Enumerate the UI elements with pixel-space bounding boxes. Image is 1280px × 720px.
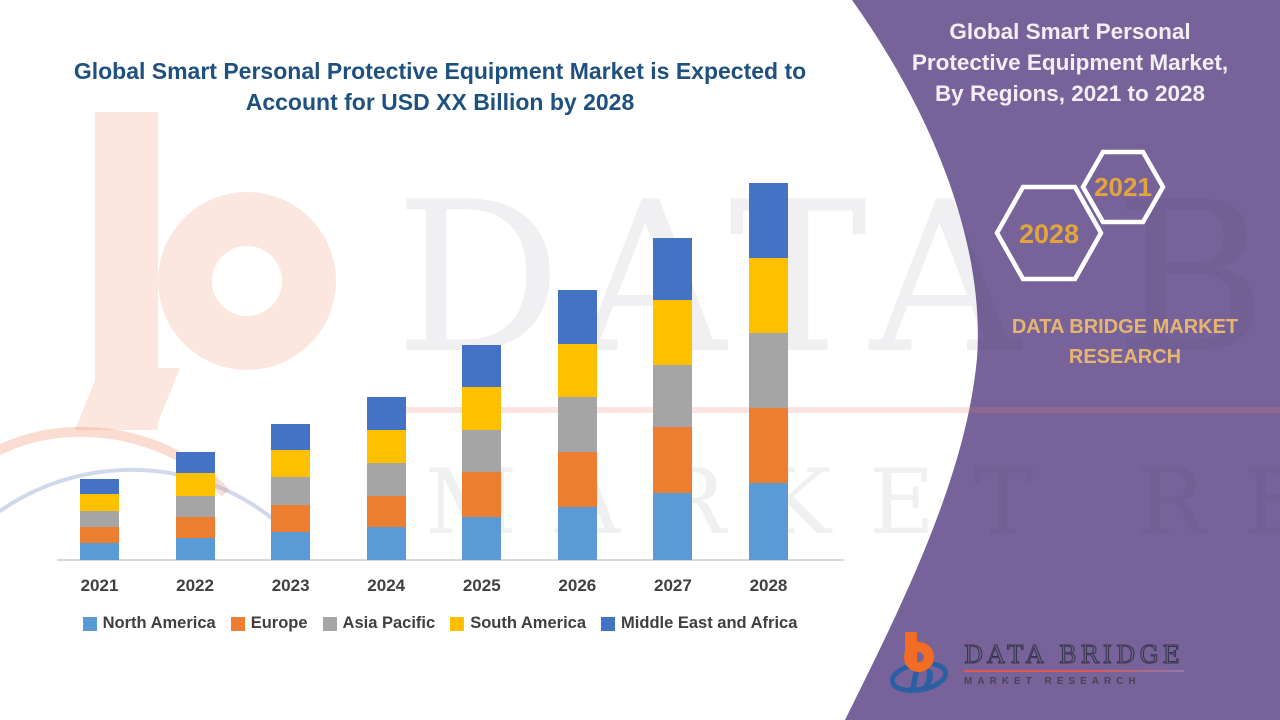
legend-label: South America — [470, 614, 587, 632]
brand-heading: DATA BRIDGE MARKET RESEARCH — [1011, 316, 1239, 368]
legend-label: North America — [102, 614, 216, 632]
bar-segment-europe — [748, 408, 788, 483]
bar-segment-europe — [366, 496, 406, 527]
x-axis-line — [57, 559, 844, 561]
bar-segment-asia-pacific — [462, 430, 502, 472]
legend-swatch — [601, 616, 616, 631]
bar-segment-asia-pacific — [748, 333, 788, 408]
legend-swatch — [322, 616, 337, 631]
bar-segment-asia-pacific — [175, 496, 215, 517]
chart-title: Global Smart Personal Protective Equipme… — [73, 58, 807, 115]
legend-label: Middle East and Africa — [621, 614, 798, 632]
bar-segment-south-america — [175, 473, 215, 496]
bar-segment-middle-east-and-africa — [175, 452, 215, 473]
bar-segment-middle-east-and-africa — [557, 290, 597, 344]
purple-panel-shape — [845, 0, 1280, 720]
bar-segment-europe — [271, 505, 311, 532]
x-axis-label-2021: 2021 — [80, 576, 119, 595]
bar-segment-europe — [462, 472, 502, 517]
legend-item-north-america: North America — [82, 614, 216, 633]
logo-text: DATA BRIDGE MARKET RESEARCH — [963, 640, 1185, 687]
legend-item-middle-east-and-africa: Middle East and Africa — [601, 614, 797, 633]
bar-segment-europe — [175, 517, 215, 538]
legend-swatch — [230, 616, 245, 631]
bar-segment-south-america — [366, 430, 406, 463]
hexagon-2028-year: 2028 — [1019, 219, 1079, 249]
x-axis-label-2024: 2024 — [367, 576, 406, 595]
legend-swatch — [450, 616, 465, 631]
bar-segment-asia-pacific — [557, 397, 597, 452]
legend-label: Europe — [250, 614, 308, 632]
x-axis-label-2023: 2023 — [271, 576, 310, 595]
legend-swatch — [82, 616, 97, 631]
logo-mark-icon: D — [889, 632, 949, 697]
bar-segment-asia-pacific — [653, 365, 693, 427]
bar-segment-north-america — [748, 483, 788, 560]
bar-segment-europe — [653, 427, 693, 493]
bar-segment-asia-pacific — [271, 477, 311, 505]
bar-segment-south-america — [748, 258, 788, 333]
hexagon-2021-year: 2021 — [1094, 172, 1152, 202]
bar-segment-south-america — [80, 494, 119, 511]
watermark-underline — [400, 407, 1280, 413]
bar-segment-middle-east-and-africa — [462, 345, 502, 387]
bar-chart: 2021 2022 2023 2024 2025 2026 2027 2028 — [57, 183, 844, 595]
logo-divider — [964, 669, 1185, 672]
chart-legend: North America Europe Asia Pacific South Ame… — [0, 614, 880, 633]
bar-segment-middle-east-and-africa — [748, 183, 788, 258]
bar-segment-middle-east-and-africa — [271, 424, 311, 450]
bar-segment-europe — [80, 527, 119, 543]
x-axis-label-2027: 2027 — [653, 576, 692, 595]
legend-item-south-america: South America — [450, 614, 586, 633]
x-axis-label-2025: 2025 — [462, 576, 501, 595]
x-axis-label-2026: 2026 — [558, 576, 597, 595]
company-logo: D DATA BRIDGE MARKET RESEARCH — [888, 630, 1185, 698]
bar-segment-south-america — [271, 450, 311, 477]
logo-b-bowl — [904, 642, 934, 672]
x-axis-label-2028: 2028 — [749, 576, 788, 595]
legend-label: Asia Pacific — [342, 614, 436, 632]
panel-heading: Global Smart Personal Protective Equipme… — [911, 19, 1229, 106]
logo-name: DATA BRIDGE — [963, 640, 1185, 669]
bar-segment-north-america — [462, 517, 502, 560]
bar-segment-north-america — [80, 543, 119, 560]
logo-tagline: MARKET RESEARCH — [964, 675, 1141, 687]
hexagon-2028 — [994, 184, 1104, 282]
x-axis-label-2022: 2022 — [176, 576, 214, 595]
bar-segment-south-america — [462, 387, 502, 430]
bar-segment-north-america — [271, 532, 311, 560]
bar-segment-south-america — [653, 300, 693, 365]
bar-segment-middle-east-and-africa — [366, 397, 406, 430]
bar-segment-north-america — [366, 527, 406, 560]
bar-segment-north-america — [557, 507, 597, 560]
legend-item-europe: Europe — [230, 614, 308, 633]
bar-segment-asia-pacific — [366, 463, 406, 496]
bar-segment-south-america — [557, 344, 597, 397]
bar-segment-north-america — [175, 538, 215, 560]
bar-segment-middle-east-and-africa — [80, 479, 119, 494]
bar-segment-europe — [557, 452, 597, 507]
hexagon-2021 — [1080, 149, 1166, 225]
bar-segment-asia-pacific — [80, 511, 119, 527]
bar-segment-north-america — [653, 493, 693, 560]
legend-item-asia-pacific: Asia Pacific — [322, 614, 436, 633]
bar-segment-middle-east-and-africa — [653, 238, 693, 300]
